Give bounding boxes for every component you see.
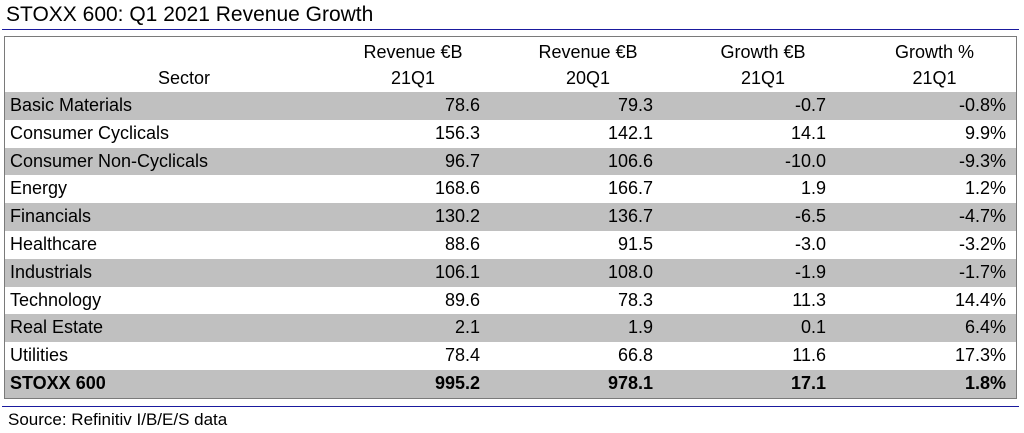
table-row: Consumer Non-Cyclicals 96.7 106.6 -10.0 … — [5, 147, 1016, 176]
cell-growth-eur: -3.0 — [794, 233, 826, 254]
cell-revenue-20q1: 978.1 — [503, 369, 673, 398]
column-header-line2: 21Q1 — [912, 68, 957, 88]
column-header-line2: 20Q1 — [565, 68, 611, 88]
cell-revenue-20q1: 1.9 — [503, 314, 673, 343]
table-header: Sector Revenue €B 21Q1 Revenue €B 20Q1 G… — [5, 37, 1016, 92]
cell-revenue-21q1: 96.7 — [323, 147, 503, 176]
cell-revenue-21q1: 78.4 — [444, 345, 480, 366]
cell-growth-pct: -4.7% — [853, 203, 1016, 231]
cell-revenue-20q1: 108.0 — [503, 258, 673, 287]
revenue-growth-table: Sector Revenue €B 21Q1 Revenue €B 20Q1 G… — [5, 37, 1016, 398]
cell-revenue-20q1: 106.6 — [503, 147, 673, 176]
cell-growth-pct: 14.4% — [954, 289, 1006, 310]
table-row: Consumer Cyclicals 156.3 142.1 14.1 9.9% — [5, 120, 1016, 148]
cell-revenue-20q1: 79.3 — [503, 92, 673, 120]
title-underline — [2, 29, 1019, 30]
column-header-sector: Sector — [5, 37, 323, 92]
cell-growth-eur: 17.1 — [673, 369, 853, 398]
cell-sector: Basic Materials — [5, 92, 323, 120]
table-row: Real Estate 2.1 1.9 0.1 6.4% — [5, 314, 1016, 343]
cell-sector: Industrials — [5, 258, 323, 287]
table-row-total: STOXX 600 995.2 978.1 17.1 1.8% — [5, 369, 1016, 398]
table-row: Financials 130.2 136.7 -6.5 -4.7% — [5, 203, 1016, 231]
cell-sector: Financials — [5, 203, 323, 231]
cell-revenue-20q1: 91.5 — [617, 233, 653, 254]
cell-revenue-21q1: 89.6 — [444, 289, 480, 310]
source-rule — [2, 406, 1019, 407]
cell-sector: Real Estate — [5, 314, 323, 343]
cell-growth-eur: 1.9 — [800, 178, 826, 199]
cell-sector: Energy — [10, 178, 68, 199]
cell-sector: Healthcare — [10, 233, 98, 254]
column-header-line1: Growth % — [894, 42, 975, 62]
cell-growth-eur: -6.5 — [673, 203, 853, 231]
column-header-sector-label: Sector — [157, 68, 211, 88]
column-header-revenue-21q1: Revenue €B 21Q1 — [323, 37, 503, 92]
cell-sector: STOXX 600 — [5, 369, 323, 398]
cell-revenue-21q1: 130.2 — [323, 203, 503, 231]
cell-revenue-21q1: 78.6 — [323, 92, 503, 120]
cell-revenue-20q1: 166.7 — [607, 178, 653, 199]
cell-revenue-21q1: 88.6 — [444, 233, 480, 254]
cell-revenue-20q1: 66.8 — [617, 345, 653, 366]
cell-revenue-21q1: 156.3 — [434, 122, 480, 143]
cell-growth-eur: 0.1 — [673, 314, 853, 343]
cell-growth-eur: -0.7 — [673, 92, 853, 120]
column-header-growth-pct: Growth % 21Q1 — [853, 37, 1016, 92]
header-row: Sector Revenue €B 21Q1 Revenue €B 20Q1 G… — [5, 37, 1016, 92]
cell-sector: Consumer Cyclicals — [10, 122, 170, 143]
table-row: Technology 89.6 78.3 11.3 14.4% — [5, 287, 1016, 315]
cell-growth-eur: 11.3 — [792, 289, 826, 310]
cell-sector: Utilities — [10, 345, 69, 366]
cell-revenue-21q1: 2.1 — [323, 314, 503, 343]
table-row: Utilities 78.4 66.8 11.6 17.3% — [5, 342, 1016, 370]
cell-revenue-20q1: 136.7 — [503, 203, 673, 231]
cell-growth-pct: -0.8% — [853, 92, 1016, 120]
source-note: Source: Refinitiv I/B/E/S data — [8, 410, 228, 429]
cell-growth-pct: 6.4% — [853, 314, 1016, 343]
cell-growth-eur: -10.0 — [673, 147, 853, 176]
cell-revenue-21q1: 106.1 — [323, 258, 503, 287]
cell-revenue-21q1: 168.6 — [434, 178, 480, 199]
column-header-growth-eur: Growth €B 21Q1 — [673, 37, 853, 92]
table-row: Industrials 106.1 108.0 -1.9 -1.7% — [5, 258, 1016, 287]
column-header-line1: Revenue €B — [538, 42, 638, 62]
cell-revenue-20q1: 142.1 — [607, 122, 653, 143]
cell-growth-eur: 14.1 — [790, 122, 826, 143]
cell-growth-eur: -1.9 — [673, 258, 853, 287]
cell-growth-eur: 11.6 — [792, 345, 826, 366]
cell-growth-pct: 1.8% — [853, 369, 1016, 398]
cell-growth-pct: -9.3% — [853, 147, 1016, 176]
column-header-line1: Growth €B — [720, 42, 806, 62]
column-header-line1: Revenue €B — [363, 42, 463, 62]
cell-sector: Consumer Non-Cyclicals — [5, 147, 323, 176]
cell-growth-pct: -1.7% — [853, 258, 1016, 287]
table-row: Basic Materials 78.6 79.3 -0.7 -0.8% — [5, 92, 1016, 120]
cell-revenue-21q1: 995.2 — [323, 369, 503, 398]
table-title: STOXX 600: Q1 2021 Revenue Growth — [6, 3, 374, 26]
column-header-line2: 21Q1 — [390, 68, 436, 88]
table-body: Basic Materials 78.6 79.3 -0.7 -0.8% Con… — [5, 92, 1016, 398]
cell-growth-pct: 1.2% — [964, 178, 1006, 199]
cell-growth-pct: 9.9% — [964, 122, 1006, 143]
column-header-line2: 21Q1 — [740, 68, 786, 88]
column-header-revenue-20q1: Revenue €B 20Q1 — [503, 37, 673, 92]
table-frame — [4, 36, 1017, 399]
table-row: Energy 168.6 166.7 1.9 1.2% — [5, 175, 1016, 203]
cell-revenue-20q1: 78.3 — [617, 289, 653, 310]
cell-growth-pct: 17.3% — [954, 345, 1006, 366]
cell-growth-pct: -3.2% — [958, 233, 1006, 254]
cell-sector: Technology — [10, 289, 102, 310]
table-row: Healthcare 88.6 91.5 -3.0 -3.2% — [5, 231, 1016, 259]
